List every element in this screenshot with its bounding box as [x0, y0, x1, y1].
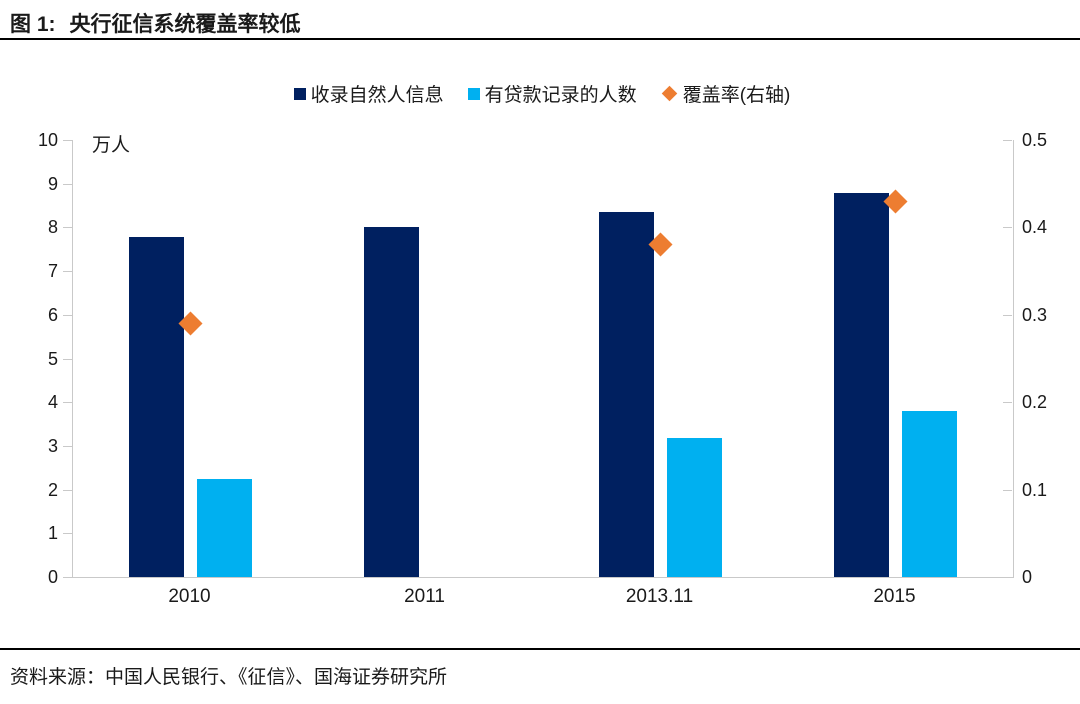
legend-item-coverage-rate: 覆盖率(右轴): [661, 80, 791, 107]
figure-footer-rule: [0, 648, 1080, 650]
left-axis-tick-6: 6: [47, 304, 58, 325]
orange-diamond-icon: [661, 85, 677, 102]
left-axis-tick-9: 9: [47, 173, 58, 194]
figure-title-text: 央行征信系统覆盖率较低: [69, 13, 301, 36]
right-axis-tickmark-0.5: [1003, 140, 1012, 141]
bar-loan-record-persons-2010: [197, 478, 252, 577]
source-text: 中国人民银行、《征信》、国海证券研究所: [105, 667, 448, 688]
left-axis-tickmark-3: [63, 445, 72, 447]
plot-area: [72, 140, 1014, 578]
left-axis-unit-label: 万人: [92, 135, 131, 156]
x-axis-label-2010: 2010: [168, 586, 211, 607]
left-axis-tick-2: 2: [47, 479, 58, 500]
right-axis-tick-0.4: 0.4: [1022, 217, 1048, 238]
source-note: 资料来源：中国人民银行、《征信》、国海证券研究所: [10, 662, 447, 689]
bar-loan-record-persons-2015: [902, 410, 957, 577]
left-axis-tickmark-10: [63, 140, 72, 141]
right-axis-tickmark-0.4: [1003, 227, 1012, 229]
legend-label: 有贷款记录的人数: [484, 85, 637, 106]
right-axis-tick-0.2: 0.2: [1022, 392, 1048, 413]
left-axis-tickmark-4: [63, 402, 72, 404]
right-axis-tickmark-0.3: [1003, 314, 1012, 316]
x-axis-label-2013.11: 2013.11: [625, 586, 694, 607]
figure-title: 图 1: 央行征信系统覆盖率较低: [10, 8, 301, 38]
bar-recorded-persons-2010: [129, 237, 184, 577]
source-label: 资料来源：: [10, 667, 106, 688]
left-axis-tick-3: 3: [47, 435, 58, 456]
legend-label: 覆盖率(右轴): [682, 85, 791, 106]
x-axis-label-2015: 2015: [873, 586, 916, 607]
bar-loan-record-persons-2013.11: [667, 438, 722, 577]
left-axis-tickmark-7: [63, 271, 72, 273]
navy-square-icon: [293, 87, 306, 100]
bar-recorded-persons-2013.11: [599, 212, 654, 577]
legend-item-loan-record-persons: 有贷款记录的人数: [467, 80, 637, 107]
cyan-square-icon: [467, 87, 480, 100]
left-axis-tickmark-2: [63, 489, 72, 491]
left-axis-tick-8: 8: [47, 217, 58, 238]
left-axis-tick-7: 7: [47, 261, 58, 282]
left-axis-tickmark-5: [63, 358, 72, 360]
right-axis-tickmark-0.2: [1003, 402, 1012, 404]
figure-number-label: 图 1:: [10, 13, 56, 36]
chart-legend: 收录自然人信息 有贷款记录的人数 覆盖率(右轴): [72, 80, 1012, 107]
bar-recorded-persons-2015: [834, 193, 889, 577]
legend-label: 收录自然人信息: [310, 85, 444, 106]
right-axis-tickmark-0: [1003, 577, 1012, 578]
right-axis-tick-0: 0: [1022, 567, 1033, 587]
left-axis-tick-0: 0: [47, 567, 58, 587]
left-axis-tickmark-8: [63, 227, 72, 229]
left-axis-tick-4: 4: [47, 392, 58, 413]
legend-item-recorded-persons: 收录自然人信息: [293, 80, 444, 107]
left-axis-tick-5: 5: [47, 348, 58, 369]
left-axis-tickmark-1: [63, 533, 72, 535]
right-axis-tick-0.5: 0.5: [1022, 130, 1048, 150]
right-axis-tickmark-0.1: [1003, 489, 1012, 491]
left-axis-tickmark-0: [63, 577, 72, 578]
x-axis-label-2011: 2011: [404, 586, 445, 607]
right-axis-tick-0.1: 0.1: [1022, 479, 1048, 500]
left-axis-tick-10: 10: [37, 130, 58, 150]
left-axis-tickmark-9: [63, 183, 72, 185]
figure-header-rule: [0, 0, 1080, 40]
left-axis-tick-1: 1: [47, 523, 58, 544]
left-axis-tickmark-6: [63, 314, 72, 316]
bar-recorded-persons-2011: [364, 227, 419, 577]
right-axis-tick-0.3: 0.3: [1022, 304, 1048, 325]
